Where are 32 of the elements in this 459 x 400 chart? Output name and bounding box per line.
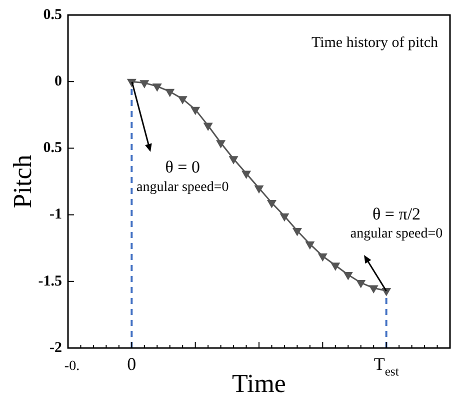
point <box>242 170 250 178</box>
y-tick-label: 0.5 <box>43 6 62 23</box>
point <box>344 272 352 280</box>
point <box>356 280 366 288</box>
point <box>306 241 314 249</box>
y-tick-label: 0.5 <box>43 140 62 156</box>
y-axis-title: Pitch <box>8 154 37 208</box>
annotation: θ = 0 angular speed=0 <box>136 158 229 195</box>
point <box>178 96 187 104</box>
point <box>280 213 289 221</box>
point <box>166 88 174 96</box>
y-tick-label: -1 <box>50 206 62 223</box>
x-tick-label: 0 <box>127 354 136 374</box>
y-tick-label: -1.5 <box>38 273 62 290</box>
point <box>268 200 276 208</box>
point <box>369 285 378 293</box>
x-tick-label: -0. <box>64 359 80 374</box>
text: Time history of pitch <box>311 34 438 51</box>
x-axis-title: Time <box>232 368 286 398</box>
point <box>318 253 327 261</box>
point <box>204 122 212 130</box>
point <box>331 262 340 270</box>
point <box>140 80 149 88</box>
point <box>191 106 200 114</box>
y-tick-label: -2 <box>50 340 62 356</box>
point <box>254 185 264 193</box>
y-tick-label: 0 <box>54 73 62 90</box>
point <box>216 140 226 148</box>
point <box>152 84 162 92</box>
point <box>229 156 238 164</box>
point <box>292 228 302 236</box>
annotation: θ = π/2 angular speed=0 <box>350 204 443 242</box>
